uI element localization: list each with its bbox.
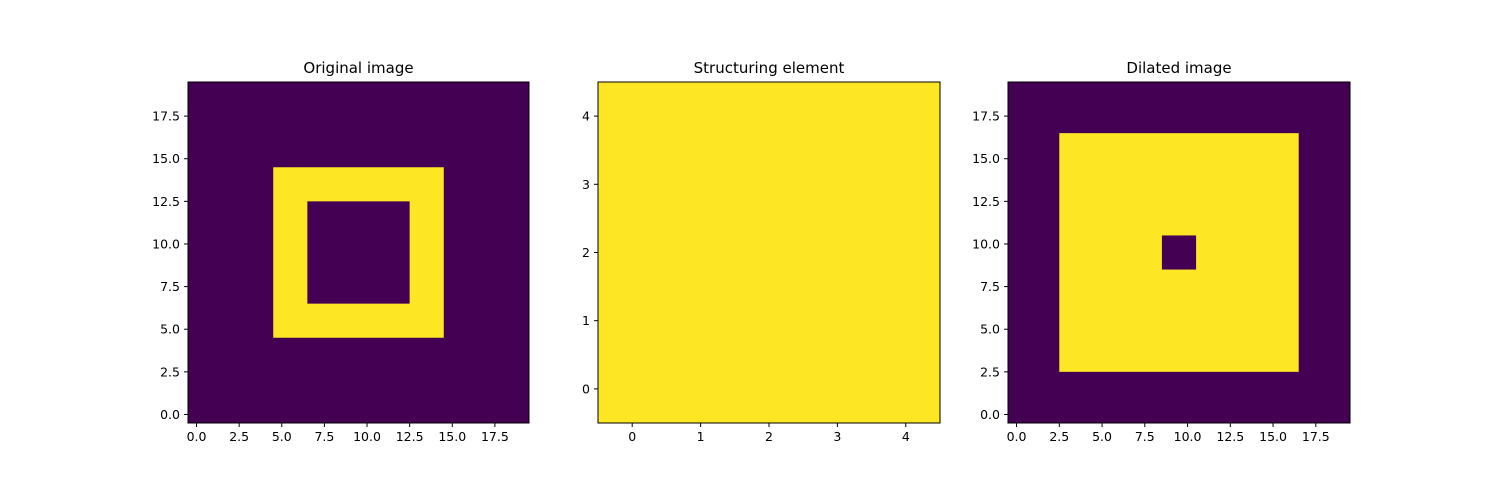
heatmap-region: [598, 82, 940, 423]
y-tick-label: 1: [582, 313, 590, 328]
x-tick-label: 10.0: [353, 429, 381, 444]
y-tick-label: 10.0: [152, 236, 180, 251]
x-tick-label: 12.5: [1216, 429, 1244, 444]
x-tick-label: 3: [833, 429, 841, 444]
heatmap-region: [307, 201, 410, 304]
subplot-1: Original image 0.0 0.0 2.5 2.5 5.0 5.0 7.5 7.5 10…: [152, 59, 530, 444]
y-tick-label: 7.5: [980, 279, 1000, 294]
x-tick-label: 15.0: [438, 429, 466, 444]
axes-frame: [1007, 81, 1351, 424]
x-tick-label: 5.0: [1092, 429, 1112, 444]
y-tick-label: 17.5: [972, 109, 1000, 124]
y-tick-label: 5.0: [980, 322, 1000, 337]
x-tick-label: 17.5: [481, 429, 509, 444]
y-tick-label: 0.0: [160, 407, 180, 422]
x-tick-label: 5.0: [272, 429, 292, 444]
chart-title: Structuring element: [694, 59, 845, 77]
x-tick-label: 2: [765, 429, 773, 444]
x-tick-label: 2.5: [1049, 429, 1069, 444]
chart-title: Dilated image: [1126, 59, 1231, 77]
y-tick-label: 5.0: [160, 322, 180, 337]
x-tick-label: 2.5: [229, 429, 249, 444]
y-tick-label: 0.0: [980, 407, 1000, 422]
chart-title: Original image: [303, 59, 413, 77]
x-tick-label: 7.5: [314, 429, 334, 444]
y-tick-label: 2.5: [160, 364, 180, 379]
y-tick-label: 12.5: [152, 194, 180, 209]
x-tick-label: 7.5: [1135, 429, 1155, 444]
y-tick-label: 17.5: [152, 109, 180, 124]
x-tick-label: 15.0: [1259, 429, 1287, 444]
y-tick-label: 7.5: [160, 279, 180, 294]
x-tick-label: 1: [697, 429, 705, 444]
subplot-3: Dilated image 0.0 0.0 2.5 2.5 5.0 5.0 7.5 7.5 10.…: [972, 59, 1351, 444]
x-tick-label: 17.5: [1302, 429, 1330, 444]
x-tick-label: 0.0: [1007, 429, 1027, 444]
heatmap-region: [1161, 235, 1197, 270]
x-tick-label: 0.0: [187, 429, 207, 444]
x-tick-label: 4: [902, 429, 910, 444]
y-tick-label: 15.0: [152, 151, 180, 166]
x-tick-label: 10.0: [1174, 429, 1202, 444]
y-tick-label: 15.0: [972, 151, 1000, 166]
y-tick-label: 10.0: [972, 236, 1000, 251]
x-tick-label: 12.5: [396, 429, 424, 444]
y-tick-label: 3: [582, 177, 590, 192]
y-tick-label: 2.5: [980, 364, 1000, 379]
x-tick-label: 0: [628, 429, 636, 444]
axes-frame: [187, 81, 530, 424]
y-tick-label: 0: [582, 381, 590, 396]
y-tick-label: 4: [582, 109, 590, 124]
subplot-2: Structuring element 0 0 1 1 2 2 3 3 4 4: [582, 59, 941, 444]
y-tick-label: 2: [582, 245, 590, 260]
y-tick-label: 12.5: [972, 194, 1000, 209]
